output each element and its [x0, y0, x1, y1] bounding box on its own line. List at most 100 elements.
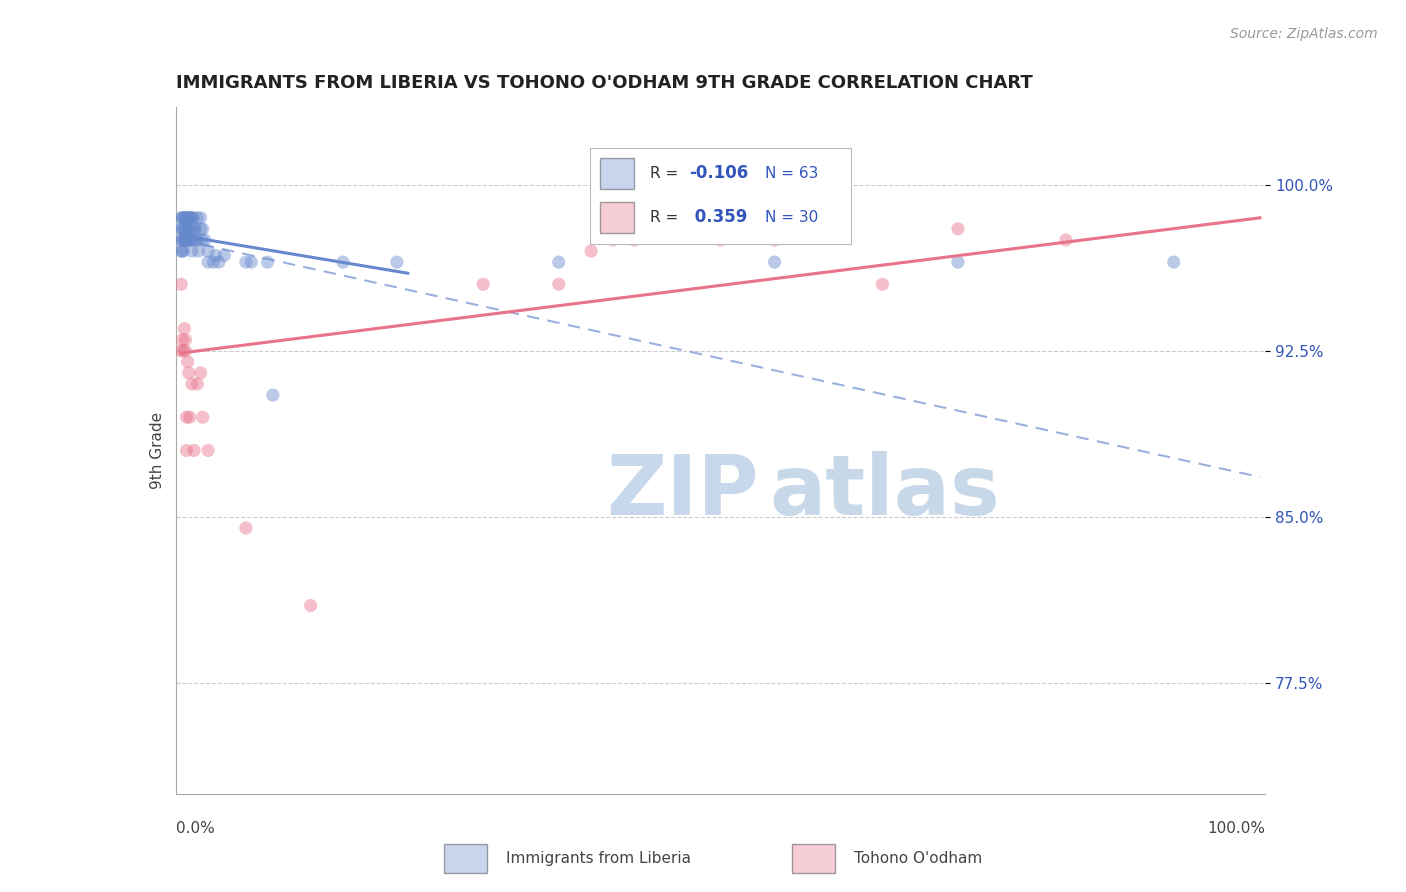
Point [179, 222, 201, 236]
Point [172, 333, 194, 347]
Point [946, 255, 969, 269]
Point [946, 222, 969, 236]
Point [172, 211, 194, 225]
Point [235, 521, 257, 535]
Text: Immigrants from Liberia: Immigrants from Liberia [506, 851, 692, 866]
Text: Tohono O'odham: Tohono O'odham [855, 851, 983, 866]
Text: IMMIGRANTS FROM LIBERIA VS TOHONO O'ODHAM 9TH GRADE CORRELATION CHART: IMMIGRANTS FROM LIBERIA VS TOHONO O'ODHA… [176, 74, 1032, 92]
Point [174, 211, 197, 225]
Point [579, 244, 602, 258]
Point [186, 233, 208, 247]
Point [176, 211, 198, 225]
Point [181, 376, 204, 391]
Point [174, 343, 197, 358]
Point [190, 366, 212, 380]
Point [547, 255, 569, 269]
Point [174, 333, 197, 347]
Point [184, 222, 207, 236]
Point [170, 244, 193, 258]
Point [190, 222, 212, 236]
Point [183, 222, 205, 236]
Point [183, 443, 205, 458]
Point [763, 255, 786, 269]
Point [173, 233, 195, 247]
Point [179, 410, 201, 425]
Point [172, 244, 194, 258]
Point [547, 277, 569, 292]
Point [208, 255, 231, 269]
Point [181, 233, 204, 247]
Point [173, 211, 195, 225]
Point [172, 233, 194, 247]
Point [181, 244, 204, 258]
Point [177, 211, 200, 225]
Point [174, 222, 197, 236]
Point [176, 410, 198, 425]
Point [177, 233, 200, 247]
Point [170, 211, 193, 225]
Text: 100.0%: 100.0% [1208, 822, 1265, 837]
Point [172, 233, 194, 247]
Point [172, 244, 194, 258]
Point [170, 222, 193, 236]
Point [181, 211, 204, 225]
Point [385, 255, 408, 269]
Point [172, 343, 194, 358]
Point [1163, 255, 1185, 269]
Point [176, 443, 198, 458]
Point [186, 211, 208, 225]
Point [172, 222, 194, 236]
Point [763, 233, 786, 247]
Point [872, 277, 894, 292]
Point [623, 233, 645, 247]
Point [174, 233, 197, 247]
Point [602, 233, 624, 247]
Point [170, 233, 193, 247]
Point [186, 233, 208, 247]
Point [197, 244, 219, 258]
Point [332, 255, 354, 269]
Point [170, 277, 193, 292]
Point [191, 222, 214, 236]
Point [710, 233, 733, 247]
Point [204, 248, 226, 262]
FancyBboxPatch shape [793, 844, 835, 873]
Point [172, 211, 194, 225]
Text: 0.0%: 0.0% [176, 822, 215, 837]
Point [235, 255, 257, 269]
Point [472, 277, 495, 292]
Point [214, 248, 236, 262]
Point [176, 233, 198, 247]
Text: atlas: atlas [769, 451, 1000, 533]
Y-axis label: 9th Grade: 9th Grade [149, 412, 165, 489]
Text: ZIP: ZIP [606, 451, 759, 533]
Point [181, 222, 204, 236]
Point [190, 233, 212, 247]
Point [170, 343, 193, 358]
Point [176, 222, 198, 236]
Point [173, 321, 195, 335]
Text: Source: ZipAtlas.com: Source: ZipAtlas.com [1230, 27, 1378, 41]
Point [173, 222, 195, 236]
Point [191, 410, 214, 425]
Point [299, 599, 322, 613]
Point [176, 211, 198, 225]
Point [180, 211, 202, 225]
Point [240, 255, 263, 269]
Point [180, 233, 202, 247]
Point [202, 255, 225, 269]
Point [262, 388, 284, 402]
Point [197, 255, 219, 269]
Point [177, 222, 200, 236]
Point [1054, 233, 1077, 247]
Point [197, 443, 219, 458]
Point [179, 233, 201, 247]
Point [187, 244, 209, 258]
Point [172, 222, 194, 236]
Point [179, 211, 201, 225]
Point [176, 233, 198, 247]
Point [190, 211, 212, 225]
Point [186, 376, 208, 391]
Point [176, 355, 198, 369]
FancyBboxPatch shape [444, 844, 486, 873]
